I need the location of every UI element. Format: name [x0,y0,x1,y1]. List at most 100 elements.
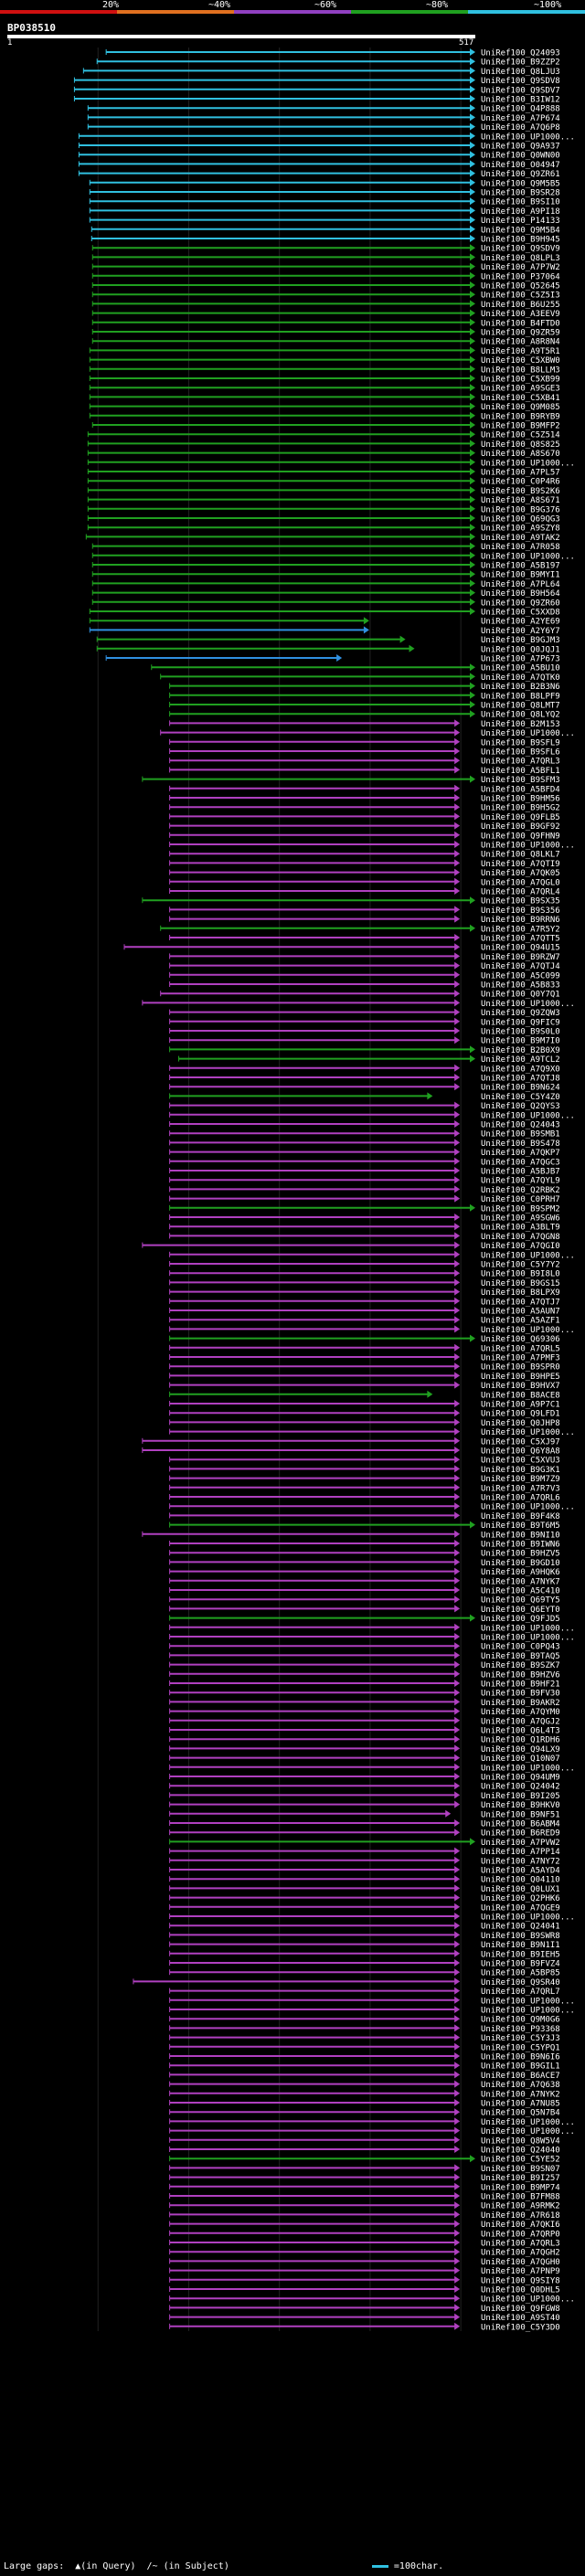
hit-label[interactable]: UniRef100_A7QTJ4 [481,962,560,971]
hit-row[interactable]: UniRef100_B9N624 [169,1083,560,1093]
hit-row[interactable]: UniRef100_A5BJB7 [169,1167,560,1177]
hit-label[interactable]: UniRef100_B9HKV0 [481,1801,560,1810]
hit-row[interactable]: UniRef100_Q9ZR61 [78,169,560,180]
hit-label[interactable]: UniRef100_A7QRP0 [481,2230,560,2239]
hit-label[interactable]: UniRef100_A7P7W2 [481,263,560,272]
hit-row[interactable]: UniRef100_Q9SR40 [133,1977,560,1988]
hit-row[interactable]: UniRef100_A7R5Y2 [160,924,560,935]
hit-row[interactable]: UniRef100_B8ACE8 [169,1390,560,1401]
hit-label[interactable]: UniRef100_Q2RBK2 [481,1186,560,1195]
hit-label[interactable]: UniRef100_Q9M085 [481,403,560,412]
hit-row[interactable]: UniRef100_A7QGL0 [169,877,560,888]
hit-label[interactable]: UniRef100_B9SX35 [481,897,560,906]
hit-row[interactable]: UniRef100_A7QTK0 [160,673,560,683]
hit-label[interactable]: UniRef100_C5XBW0 [481,356,560,366]
hit-label[interactable]: UniRef100_A5BFL1 [481,767,560,776]
hit-label[interactable]: UniRef100_C0PRH7 [481,1195,560,1204]
hit-row[interactable]: UniRef100_C5Z5I3 [91,291,560,301]
hit-row[interactable]: UniRef100_B9FV30 [169,1689,560,1699]
hit-row[interactable]: UniRef100_Q9M0G6 [169,2015,560,2025]
hit-label[interactable]: UniRef100_UP1000... [481,1997,575,2006]
hit-label[interactable]: UniRef100_A5AZF1 [481,1317,560,1326]
hit-row[interactable]: UniRef100_B7FM88 [169,2192,560,2202]
hit-label[interactable]: UniRef100_A7QKP7 [481,1149,560,1158]
hit-label[interactable]: UniRef100_Q8LPL3 [481,254,560,263]
hit-row[interactable]: UniRef100_Q0Y7Q1 [160,990,560,1000]
hit-row[interactable]: UniRef100_B9GF92 [169,822,560,832]
hit-label[interactable]: UniRef100_Q94U15 [481,944,560,953]
hit-row[interactable]: UniRef100_B9SI10 [89,197,560,207]
hit-row[interactable]: UniRef100_B4FTD0 [91,318,560,329]
hit-row[interactable]: UniRef100_B9I257 [169,2173,560,2184]
hit-label[interactable]: UniRef100_Q9SDV7 [481,86,560,95]
hit-row[interactable]: UniRef100_A9HQK6 [169,1567,560,1578]
hit-label[interactable]: UniRef100_Q9FGW8 [481,2305,560,2314]
hit-row[interactable]: UniRef100_A7QTT5 [169,934,560,944]
hit-row[interactable]: UniRef100_A7R618 [169,2210,560,2221]
hit-row[interactable]: UniRef100_B9NF51 [169,1809,560,1820]
hit-label[interactable]: UniRef100_Q0Y7Q1 [481,991,560,1000]
hit-label[interactable]: UniRef100_B9I257 [481,2174,560,2183]
hit-label[interactable]: UniRef100_Q94LX9 [481,1745,560,1754]
hit-row[interactable]: UniRef100_UP1000... [142,999,575,1009]
hit-label[interactable]: UniRef100_Q69TY5 [481,1596,560,1606]
hit-row[interactable]: UniRef100_B9IEH5 [169,1949,560,1960]
hit-row[interactable]: UniRef100_C5Z514 [87,430,560,440]
hit-label[interactable]: UniRef100_B9GF92 [481,822,560,832]
hit-row[interactable]: UniRef100_A7QGE9 [169,1903,560,1913]
hit-row[interactable]: UniRef100_A7QGH2 [169,2248,560,2258]
hit-row[interactable]: UniRef100_UP1000... [169,1250,575,1261]
hit-row[interactable]: UniRef100_Q8LKL7 [169,850,560,860]
hit-row[interactable]: UniRef100_A7P673 [105,654,560,664]
hit-label[interactable]: UniRef100_Q9FIC9 [481,1018,560,1027]
hit-label[interactable]: UniRef100_B9MFP2 [481,422,560,431]
hit-row[interactable]: UniRef100_B9HKV0 [169,1800,560,1811]
hit-label[interactable]: UniRef100_A9PI18 [481,207,560,217]
hit-row[interactable]: UniRef100_C5Y7Y2 [169,1260,560,1270]
hit-label[interactable]: UniRef100_C5Y4Z0 [481,1093,560,1102]
hit-label[interactable]: UniRef100_B9NI10 [481,1531,560,1540]
hit-row[interactable]: UniRef100_B9F4K8 [169,1511,560,1521]
hit-label[interactable]: UniRef100_Q10N07 [481,1754,560,1764]
hit-label[interactable]: UniRef100_Q0LUX1 [481,1885,560,1894]
hit-label[interactable]: UniRef100_A7QGJ2 [481,1717,560,1726]
hit-row[interactable]: UniRef100_B9SFL6 [169,747,560,758]
hit-label[interactable]: UniRef100_B2B0X9 [481,1046,560,1055]
hit-row[interactable]: UniRef100_Q69TY5 [169,1595,560,1606]
hit-label[interactable]: UniRef100_UP1000... [481,133,575,142]
hit-label[interactable]: UniRef100_A9RMK2 [481,2202,560,2211]
hit-label[interactable]: UniRef100_A7Q638 [481,2081,560,2090]
hit-row[interactable]: UniRef100_A7Q9X0 [169,1064,560,1075]
hit-label[interactable]: UniRef100_B8ACE8 [481,1391,560,1400]
hit-row[interactable]: UniRef100_Q24093 [105,48,560,58]
hit-row[interactable]: UniRef100_Q24042 [169,1782,560,1792]
hit-row[interactable]: UniRef100_C5XJ97 [142,1436,560,1447]
hit-label[interactable]: UniRef100_A7R618 [481,2211,560,2221]
hit-label[interactable]: UniRef100_Q0DHL5 [481,2286,560,2295]
hit-label[interactable]: UniRef100_UP1000... [481,2007,575,2016]
hit-label[interactable]: UniRef100_Q1RDH6 [481,1736,560,1745]
hit-label[interactable]: UniRef100_B9M7Z9 [481,1475,560,1484]
hit-row[interactable]: UniRef100_A5AUN7 [169,1307,560,1317]
hit-row[interactable]: UniRef100_C0PQ43 [169,1642,560,1652]
hit-label[interactable]: UniRef100_A9TAK2 [481,534,560,543]
hit-label[interactable]: UniRef100_B9NF51 [481,1810,560,1819]
hit-row[interactable]: UniRef100_A3EEV9 [91,309,560,320]
hit-row[interactable]: UniRef100_B9SR28 [89,188,560,198]
hit-label[interactable]: UniRef100_A5B197 [481,562,560,571]
hit-row[interactable]: UniRef100_C5XXD8 [89,608,560,618]
hit-row[interactable]: UniRef100_Q94U15 [123,943,560,953]
hit-row[interactable]: UniRef100_A7QTJ4 [169,961,560,972]
hit-label[interactable]: UniRef100_Q0WN00 [481,152,560,161]
hit-row[interactable]: UniRef100_UP1000... [169,1996,575,2007]
hit-row[interactable]: UniRef100_A7QGI0 [142,1241,560,1252]
hit-label[interactable]: UniRef100_B2B3N6 [481,683,560,692]
hit-label[interactable]: UniRef100_B9FV30 [481,1690,560,1699]
hit-label[interactable]: UniRef100_UP1000... [481,842,575,851]
hit-label[interactable]: UniRef100_A7QRL5 [481,1344,560,1353]
hit-row[interactable]: UniRef100_A7QK05 [169,868,560,879]
hit-label[interactable]: UniRef100_UP1000... [481,552,575,561]
hit-row[interactable]: UniRef100_Q9M5B5 [89,178,560,189]
hit-row[interactable]: UniRef100_UP1000... [169,1325,575,1335]
hit-label[interactable]: UniRef100_B9N1I1 [481,1941,560,1950]
